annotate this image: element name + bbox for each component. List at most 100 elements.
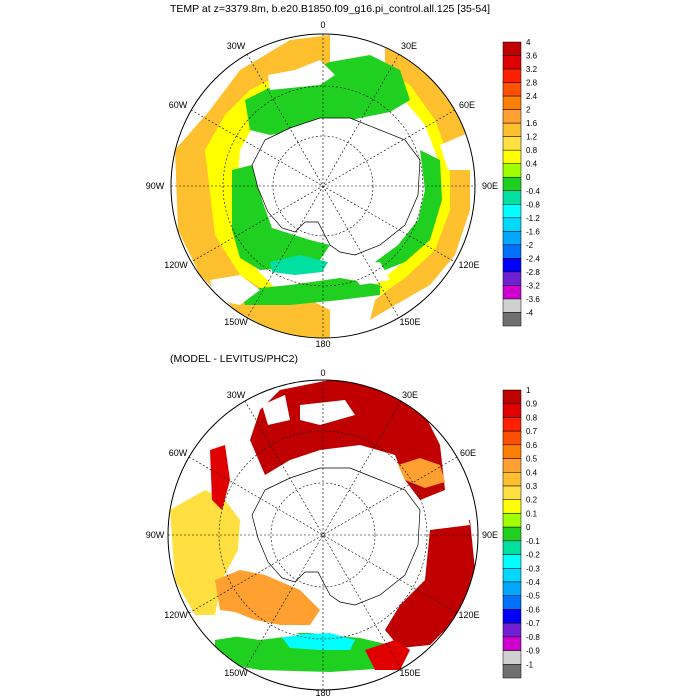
lon-label: 90E [482, 530, 498, 540]
missing-data-north [268, 60, 335, 90]
colorbar-swatch [502, 540, 522, 555]
colorbar-label: 0.6 [526, 441, 538, 450]
lon-label: 120W [164, 610, 188, 620]
lon-label: 30W [227, 41, 246, 51]
colorbar-swatch [502, 285, 522, 300]
lon-label: 90E [482, 181, 498, 191]
colorbar-label: -1.2 [526, 214, 540, 223]
colorbar-swatch [502, 312, 522, 327]
colorbar-swatch [502, 163, 522, 178]
colorbar-swatch [502, 417, 522, 432]
colorbar-label: 1.6 [526, 119, 538, 128]
colorbar-label: -3.6 [526, 295, 540, 304]
colorbar-swatch [502, 190, 522, 205]
colorbar-label: -0.1 [526, 537, 540, 546]
difference-map: 0 30E 60E 90E 120E 150E 180 150W 120W 90… [146, 368, 541, 698]
colorbar-label: 0.7 [526, 427, 538, 436]
missing-data-south [345, 262, 390, 285]
warm-band-east [370, 40, 470, 320]
colorbar-label: 3.6 [526, 52, 538, 61]
colorbar-swatch [502, 149, 522, 164]
colorbar-swatch [502, 176, 522, 192]
colorbar-swatch [502, 244, 522, 259]
colorbar-label: 0.8 [526, 413, 538, 422]
panel-title: (MODEL - LEVITUS/PHC2) [170, 353, 298, 365]
colorbar-label: 0.1 [526, 509, 538, 518]
colorbar-swatch [502, 609, 522, 624]
lon-label: 90W [146, 181, 165, 191]
colorbar-swatch [502, 499, 522, 514]
difference-field [170, 380, 475, 672]
longitude-labels: 0 30E 60E 90E 120E 150E 180 150W 120W 90… [146, 368, 498, 698]
dark-red-region [250, 380, 445, 500]
missing-data-east [420, 490, 470, 530]
yellow-band-east [375, 70, 450, 295]
colorbar-label: -1 [526, 660, 534, 669]
missing-data-sw [210, 275, 260, 305]
lon-label: 90W [146, 530, 165, 540]
map-border [167, 379, 479, 691]
temperature-field [175, 35, 475, 338]
colorbar-label: 1.2 [526, 133, 538, 142]
lon-label: 180 [315, 339, 330, 349]
orange-region-southwest [215, 570, 320, 625]
colorbar-swatch [502, 68, 522, 83]
graticule [168, 380, 478, 690]
colorbar-swatch [502, 664, 522, 679]
difference-panel: (MODEL - LEVITUS/PHC2) [0, 350, 700, 700]
red-strip-west [210, 445, 230, 510]
lon-label: 0 [320, 368, 325, 378]
colorbar-label: -0.8 [526, 633, 540, 642]
colorbar-label: 2.8 [526, 79, 538, 88]
lon-label: 30E [402, 390, 418, 400]
colorbar-swatch [502, 526, 522, 542]
green-region-east [375, 150, 442, 272]
missing-data-south [225, 615, 300, 640]
colorbar-label: -2.4 [526, 254, 540, 263]
lon-label: 60E [460, 448, 476, 458]
colorbar-swatch [502, 554, 522, 569]
colorbar-swatch [502, 472, 522, 487]
lon-label: 150E [399, 668, 420, 678]
map-border [170, 33, 476, 339]
colorbar-label: 0.4 [526, 160, 538, 169]
colorbar-swatch [502, 403, 522, 418]
colorbar-label: -0.9 [526, 647, 540, 656]
colorbar-label: -0.3 [526, 564, 540, 573]
colorbar-label: 0.4 [526, 468, 538, 477]
colorbar-swatch [502, 82, 522, 97]
lon-label: 120E [458, 260, 479, 270]
colorbar-swatch [502, 122, 522, 137]
green-region-south [240, 278, 380, 305]
colorbar-swatch [502, 622, 522, 638]
colorbar-label: -1.6 [526, 227, 540, 236]
lon-label: 60W [169, 448, 188, 458]
colorbar-swatch [502, 217, 522, 232]
lon-label: 120E [458, 610, 479, 620]
colorbar-label: -4 [526, 308, 534, 317]
colorbar-swatch [502, 231, 522, 246]
colorbar-swatch [502, 568, 522, 583]
colorbar-label: 0.9 [526, 400, 538, 409]
colorbar-swatch [502, 636, 522, 651]
lon-label: 150W [224, 668, 248, 678]
colorbar-label: 1 [526, 386, 531, 395]
colorbar-swatch [502, 513, 522, 528]
colorbar-swatch [502, 41, 522, 56]
antarctica [251, 117, 421, 256]
colorbar-swatch [502, 444, 522, 459]
lon-label: 60W [169, 100, 188, 110]
red-patch-south [365, 640, 410, 670]
colorbar-swatch [502, 258, 522, 273]
colorbar-swatch [502, 55, 522, 70]
colorbar-swatch [502, 458, 522, 473]
colorbar-swatch [502, 271, 522, 286]
colorbar-swatch [502, 430, 522, 446]
colorbar-swatch [502, 650, 522, 665]
colorbar: 1 0.9 0.8 0.7 0.6 0.5 0.4 0.3 0.2 0.1 0 -0.1 -0.2 -0.… [502, 386, 540, 679]
panel-title: TEMP at z=3379.8m, b.e20.B1850.f09_g16.p… [170, 3, 490, 15]
colorbar: 4 3.6 3.2 2.8 2.4 2 1.6 1.2 0.8 0.4 0 -0.4 -0.8 -1.2 -… [502, 38, 540, 327]
lon-label: 30E [401, 41, 417, 51]
temperature-map: 0 30E 60E 90E 120E 150E 180 150W 120W 90… [146, 20, 541, 349]
colorbar-label: -0.7 [526, 619, 540, 628]
